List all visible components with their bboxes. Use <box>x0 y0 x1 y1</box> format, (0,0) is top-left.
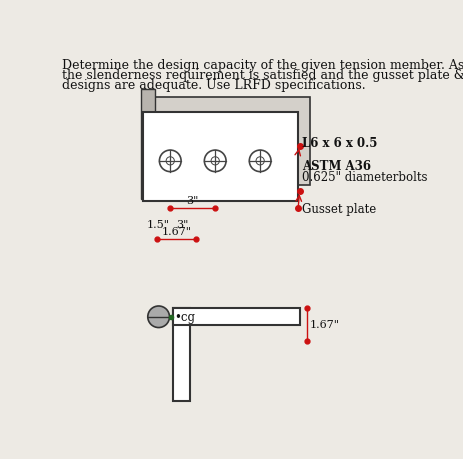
Text: Gusset plate: Gusset plate <box>302 202 376 215</box>
Text: ASTM A36: ASTM A36 <box>302 160 371 173</box>
Text: L6 x 6 x 0.5: L6 x 6 x 0.5 <box>302 137 377 150</box>
Bar <box>155 97 310 186</box>
Bar <box>143 113 298 201</box>
Text: 0.625" diameterbolts: 0.625" diameterbolts <box>302 171 427 184</box>
Text: the slenderness requirement is satisfied and the gusset plate & connection: the slenderness requirement is satisfied… <box>62 69 463 82</box>
Text: 1.67": 1.67" <box>310 320 340 330</box>
Text: •cg: •cg <box>174 311 195 324</box>
Text: 1.5": 1.5" <box>147 219 170 230</box>
Bar <box>141 90 155 200</box>
Text: Determine the design capacity of the given tension member. Assume that: Determine the design capacity of the giv… <box>62 59 463 72</box>
Bar <box>143 113 298 129</box>
Text: designs are adequate. Use LRFD specifications.: designs are adequate. Use LRFD specifica… <box>62 79 365 92</box>
Text: 3": 3" <box>187 196 199 206</box>
Bar <box>173 308 300 325</box>
Circle shape <box>148 306 169 328</box>
Text: 3": 3" <box>176 219 189 230</box>
Bar <box>173 308 190 401</box>
Text: 1.67": 1.67" <box>162 226 191 236</box>
